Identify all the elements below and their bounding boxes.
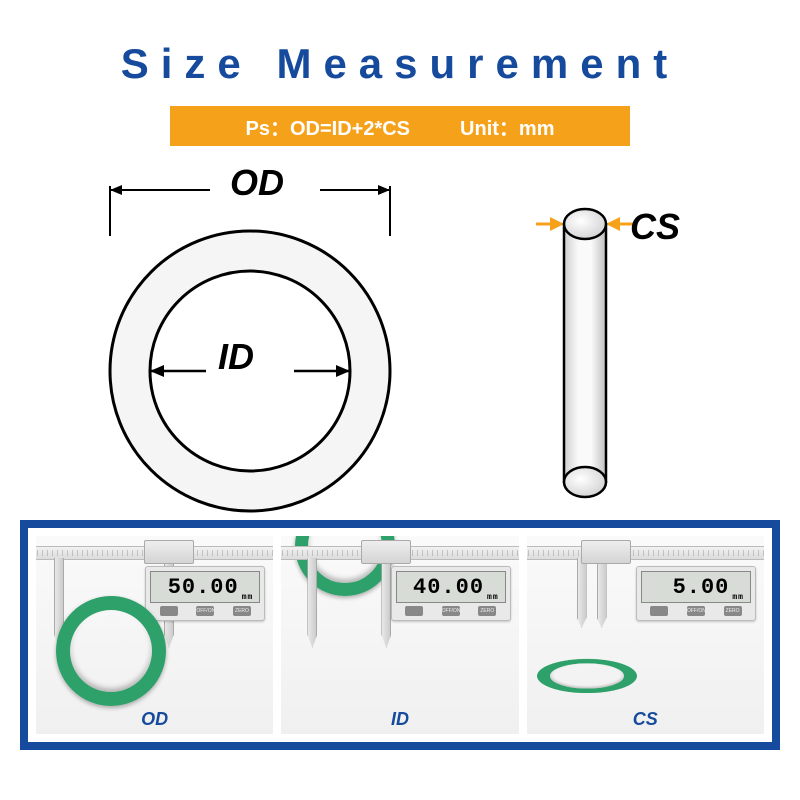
panel-id: 40.00mm OFF/ON ZERO ID bbox=[281, 536, 518, 734]
caliper-reading: 50.00 bbox=[168, 575, 239, 600]
caliper-button-icon bbox=[405, 606, 423, 616]
caliper-display: 40.00mm OFF/ON ZERO bbox=[391, 566, 511, 621]
caliper-jaw-icon bbox=[577, 558, 587, 628]
caliper-reading: 40.00 bbox=[413, 575, 484, 600]
panel-label: CS bbox=[633, 709, 658, 730]
caliper-unit: mm bbox=[732, 593, 744, 602]
caliper-display: 50.00mm OFF/ON ZERO bbox=[145, 566, 265, 621]
panel-label: ID bbox=[391, 709, 409, 730]
oring-sample-icon bbox=[537, 659, 637, 693]
caliper-slider-icon bbox=[144, 540, 194, 564]
label-od: OD bbox=[230, 162, 284, 204]
caliper-button-icon: ZERO bbox=[233, 606, 251, 616]
panel-label: OD bbox=[141, 709, 168, 730]
diagram-area: OD ID bbox=[0, 156, 800, 526]
caliper-button-icon: ZERO bbox=[724, 606, 742, 616]
caliper-slider-icon bbox=[361, 540, 411, 564]
oring-sample-icon bbox=[56, 596, 166, 706]
caliper-jaw-icon bbox=[597, 558, 607, 628]
caliper-reading: 5.00 bbox=[673, 575, 730, 600]
caliper-unit: mm bbox=[487, 593, 499, 602]
panel-cs: 5.00mm OFF/ON ZERO CS bbox=[527, 536, 764, 734]
caliper-unit: mm bbox=[242, 593, 254, 602]
page-title: Size Measurement bbox=[0, 0, 800, 88]
label-cs: CS bbox=[630, 206, 680, 248]
caliper-jaw-icon bbox=[307, 558, 317, 648]
caliper-bar-icon bbox=[527, 546, 764, 560]
caliper-button-icon bbox=[160, 606, 178, 616]
caliper-button-icon bbox=[650, 606, 668, 616]
formula-bar: Ps：OD=ID+2*CS Unit：mm bbox=[170, 106, 630, 146]
caliper-button-icon: OFF/ON bbox=[196, 606, 214, 616]
caliper-display: 5.00mm OFF/ON ZERO bbox=[636, 566, 756, 621]
formula-text: Ps：OD=ID+2*CS bbox=[246, 112, 411, 141]
caliper-jaw-icon bbox=[381, 558, 391, 648]
caliper-button-icon: ZERO bbox=[478, 606, 496, 616]
caliper-button-icon: OFF/ON bbox=[442, 606, 460, 616]
unit-text: Unit：mm bbox=[460, 112, 554, 141]
measurement-gallery: 50.00mm OFF/ONZERO OD 40.00mm OFF/ONZERO… bbox=[20, 520, 780, 750]
panel-od: 50.00mm OFF/ON ZERO OD bbox=[36, 536, 273, 734]
label-id: ID bbox=[218, 336, 254, 378]
caliper-button-icon: OFF/ON bbox=[687, 606, 705, 616]
caliper-slider-icon bbox=[581, 540, 631, 564]
